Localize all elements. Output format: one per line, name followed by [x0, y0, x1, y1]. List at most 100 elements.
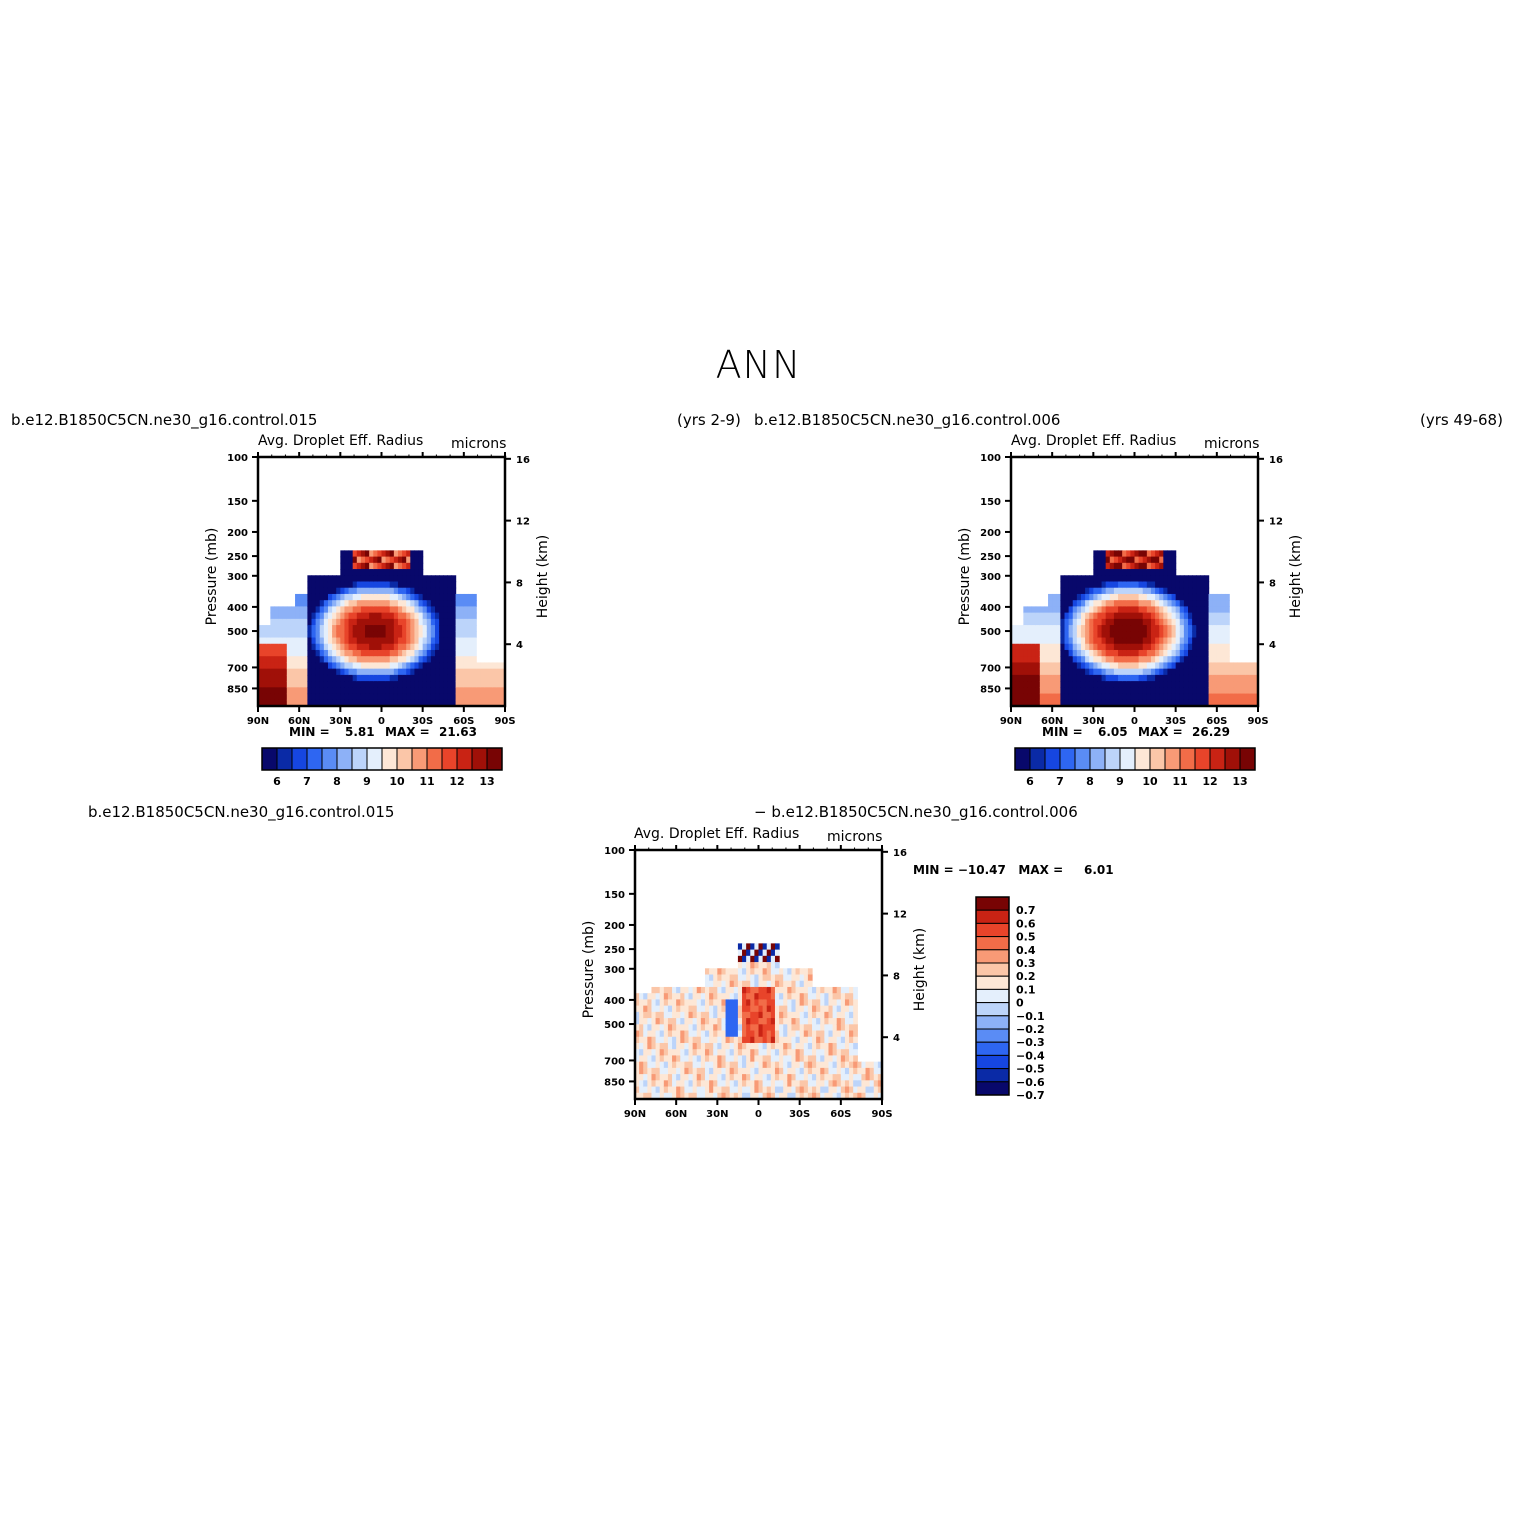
panel2-y-tick-label: 700 [980, 663, 1001, 674]
panel1-years: (yrs 2-9) [677, 411, 741, 429]
panel3-x-tick-label: 60N [665, 1109, 687, 1120]
panel1-colorbar-label: 6 [273, 775, 281, 788]
panel3-colorbar-label: 0 [1016, 997, 1024, 1010]
panel1-colorbar-box [486, 747, 503, 771]
panel2-colorbar-box [1089, 747, 1106, 771]
panel3-units: microns [827, 829, 883, 845]
panel1-x-tick-label: 30N [329, 716, 351, 727]
panel3-colorbar-box [975, 1002, 1010, 1017]
panel3-case-left: b.e12.B1850C5CN.ne30_g16.control.015 [88, 803, 395, 821]
panel3-y-tick-label: 400 [604, 996, 625, 1007]
panel1-colorbar-box [261, 747, 278, 771]
panel3-colorbar-label: 0.3 [1016, 957, 1036, 970]
panel2-y-tick-label: 850 [980, 684, 1001, 695]
panel1-colorbar-box [456, 747, 473, 771]
panel1-colorbar-box [471, 747, 488, 771]
panel1-y2-tick-label: 4 [516, 640, 523, 651]
panel3-colorbar-label: −0.2 [1016, 1023, 1045, 1036]
panel1-colorbar-label: 7 [303, 775, 311, 788]
panel3-y-tick-label: 850 [604, 1077, 625, 1088]
panel1-x-tick-label: 90N [247, 716, 269, 727]
panel2-max-value: 26.29 [1192, 725, 1230, 739]
panel3-colorbar-label: −0.4 [1016, 1049, 1045, 1062]
panel1-colorbar-label: 8 [333, 775, 341, 788]
panel3-x-tick-label: 90N [624, 1109, 646, 1120]
panel2-y-axis-label: Pressure (mb) [957, 528, 973, 626]
panel2-x-tick-label: 90S [1247, 716, 1268, 727]
panel1-y2-tick-label: 12 [516, 517, 530, 528]
panel1-min-label: MIN = [289, 725, 330, 739]
panel3-colorbar-box [975, 949, 1010, 964]
panel2-y-tick-label: 150 [980, 497, 1001, 508]
panel3-colorbar-box [975, 988, 1010, 1004]
panel3-colorbar-label: 0.5 [1016, 931, 1036, 944]
panel3-x-tick-label: 30N [706, 1109, 728, 1120]
panel1-colorbar-box [336, 747, 353, 771]
panel2-colorbar-box [1014, 747, 1031, 771]
panel3-colorbar-label: −0.3 [1016, 1036, 1045, 1049]
panel1-y-tick-label: 700 [227, 663, 248, 674]
panel2-y-tick-label: 500 [980, 627, 1001, 638]
panel3-colorbar-box [975, 1054, 1010, 1070]
panel1-colorbar-box [351, 747, 368, 771]
panel1-y2-tick-label: 16 [516, 455, 530, 466]
panel2-y-tick-label: 250 [980, 552, 1001, 563]
panel3-colorbar-label: 0.1 [1016, 983, 1036, 996]
panel3-y-tick-label: 200 [604, 921, 625, 932]
panel1-colorbar-label: 12 [449, 775, 464, 788]
panel2-x-tick-label: 90N [1000, 716, 1022, 727]
panel1-y-tick-label: 200 [227, 528, 248, 539]
panel1-y-tick-label: 400 [227, 603, 248, 614]
panel3-y-axis-label: Pressure (mb) [581, 921, 597, 1019]
panel2-case-name: b.e12.B1850C5CN.ne30_g16.control.006 [754, 411, 1061, 429]
panel1-colorbar-box [291, 747, 308, 771]
panel3-colorbar-label: 0.2 [1016, 970, 1036, 983]
panel2-y-tick-label: 200 [980, 528, 1001, 539]
panel3-x-tick-label: 60S [830, 1109, 851, 1120]
panel3-colorbar-label: −0.1 [1016, 1010, 1045, 1023]
panel1-colorbar-box [381, 747, 398, 771]
page-title: ANN [715, 343, 802, 387]
panel3-colorbar-box [975, 1028, 1010, 1043]
panel2-colorbar-label: 12 [1202, 775, 1217, 788]
panel1-colorbar-box [306, 747, 323, 771]
panel1-y2-axis-label: Height (km) [535, 535, 551, 618]
panel3-colorbar-box [975, 1015, 1010, 1030]
panel3-y2-axis-label: Height (km) [912, 928, 928, 1011]
panel2-x-tick-label: 30N [1082, 716, 1104, 727]
panel3-colorbar-frame [975, 896, 1010, 1096]
panel3-y-tick-label: 300 [604, 965, 625, 976]
panel3-x-tick-label: 0 [755, 1109, 762, 1120]
panel2-colorbar-box [1044, 747, 1061, 771]
panel2-years: (yrs 49-68) [1420, 411, 1503, 429]
panel3-x-tick-label: 30S [789, 1109, 810, 1120]
panel3-colorbar-box [975, 896, 1010, 911]
panel3-colorbar-label: −0.6 [1016, 1076, 1045, 1089]
panel2-y-tick-label: 300 [980, 572, 1001, 583]
panel3-colorbar-label: −0.7 [1016, 1089, 1045, 1102]
panel3-colorbar-box [975, 962, 1010, 977]
panel2-x-tick-label: 60S [1206, 716, 1227, 727]
panel1-y-tick-label: 100 [227, 453, 248, 464]
panel2-min-value: 6.05 [1098, 725, 1128, 739]
panel3-colorbar-box [975, 922, 1010, 938]
panel2-colorbar-label: 7 [1056, 775, 1064, 788]
panel1-colorbar-box [366, 747, 383, 771]
panel3-y-tick-label: 150 [604, 890, 625, 901]
panel3-case-right: − b.e12.B1850C5CN.ne30_g16.control.006 [754, 803, 1078, 821]
panel1-y-axis-label: Pressure (mb) [204, 528, 220, 626]
panel3-colorbar-label: 0.4 [1016, 944, 1036, 957]
panel3-colorbar-label: 0.6 [1016, 917, 1036, 930]
panel1-colorbar-box [276, 747, 293, 771]
panel3-y2-tick-label: 4 [893, 1033, 900, 1044]
panel2-y2-tick-label: 8 [1269, 578, 1276, 589]
panel1-colorbar-frame [261, 747, 503, 771]
panel3-variable-title: Avg. Droplet Eff. Radius [634, 826, 800, 842]
panel2-y2-tick-label: 16 [1269, 455, 1283, 466]
panel2-y-tick-label: 100 [980, 453, 1001, 464]
panel2-colorbar-box [1074, 747, 1091, 771]
panel2-colorbar-box [1134, 747, 1151, 771]
panel1-x-tick-label: 60N [288, 716, 310, 727]
panel2-colorbar-label: 6 [1026, 775, 1034, 788]
panel1-colorbar-label: 9 [363, 775, 371, 788]
